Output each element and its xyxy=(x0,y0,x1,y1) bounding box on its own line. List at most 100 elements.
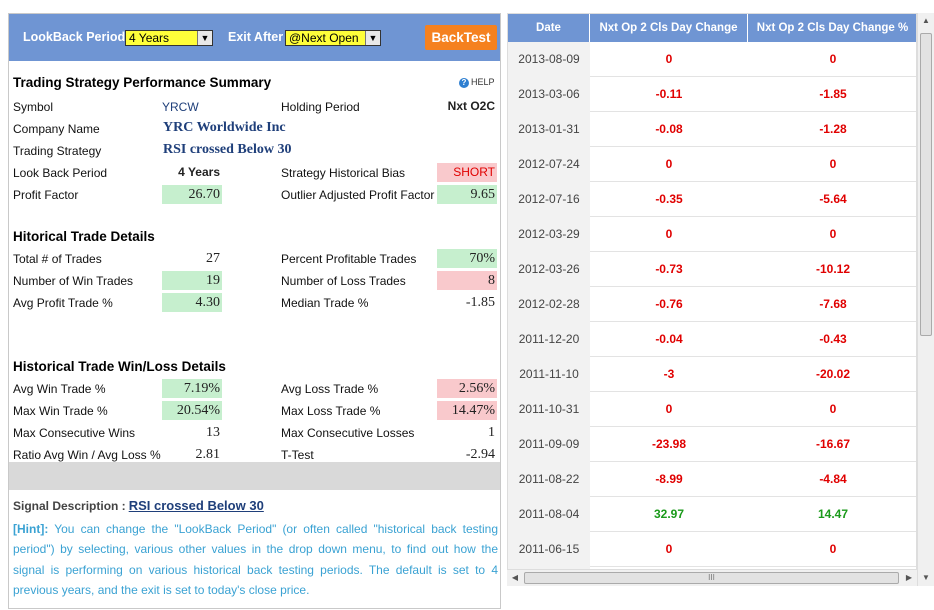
help-link[interactable]: ? HELP xyxy=(459,77,495,88)
cell-date: 2013-03-06 xyxy=(508,77,590,112)
pct-profitable-label: Percent Profitable Trades xyxy=(281,252,417,266)
cell-change-pct: 0 xyxy=(829,542,837,556)
cell-change-pct: -10.12 xyxy=(815,262,851,276)
profit-factor-value: 26.70 xyxy=(162,185,222,204)
exit-select[interactable]: @Next Open ▼ xyxy=(285,30,381,46)
hscroll-thumb[interactable]: III xyxy=(524,572,899,584)
pct-profitable-value: 70% xyxy=(437,249,497,268)
scroll-up-icon[interactable]: ▲ xyxy=(922,16,930,25)
cell-date: 2011-10-31 xyxy=(508,392,590,427)
cell-change-pct: -4.84 xyxy=(819,472,847,486)
outlier-pf-value: 9.65 xyxy=(437,185,497,204)
table-row: 2011-11-10 -3 -20.02 xyxy=(508,357,916,392)
table-row: 2013-08-09 0 0 xyxy=(508,42,916,77)
cell-change: -23.98 xyxy=(651,437,687,451)
backtest-button[interactable]: BackTest xyxy=(425,25,497,50)
cell-change-pct: 0 xyxy=(829,52,837,66)
cell-change-pct: -16.67 xyxy=(815,437,851,451)
strategy-value: RSI crossed Below 30 xyxy=(163,142,292,157)
table-row: 2012-02-28 -0.76 -7.68 xyxy=(508,287,916,322)
summary-title: Trading Strategy Performance Summary xyxy=(13,75,272,90)
cell-change-pct: -5.64 xyxy=(819,192,847,206)
cell-change: -0.73 xyxy=(655,262,683,276)
table-row: 2011-10-31 0 0 xyxy=(508,392,916,427)
cell-change: 32.97 xyxy=(653,507,685,521)
ttest-value: -2.94 xyxy=(465,447,495,462)
cell-change: 0 xyxy=(665,542,673,556)
table-row: 2011-08-04 32.97 14.47 xyxy=(508,497,916,532)
table-row: 2012-03-29 0 0 xyxy=(508,217,916,252)
bias-label: Strategy Historical Bias xyxy=(281,166,406,180)
chevron-down-icon[interactable]: ▼ xyxy=(365,31,380,45)
divider-bar xyxy=(9,462,500,490)
table-row: 2011-08-22 -8.99 -4.84 xyxy=(508,462,916,497)
loss-trades-label: Number of Loss Trades xyxy=(281,274,406,288)
signal-description: Signal Description : RSI crossed Below 30 xyxy=(13,498,264,513)
cell-change-pct: 14.47 xyxy=(817,507,849,521)
cell-change: -8.99 xyxy=(655,472,683,486)
cell-change: -0.35 xyxy=(655,192,683,206)
avg-loss-value: 2.56% xyxy=(437,379,497,398)
cell-change: -3 xyxy=(663,367,675,381)
cell-change: -0.08 xyxy=(655,122,683,136)
table-row: 2011-06-15 0 0 xyxy=(508,532,916,567)
cell-date: 2011-12-20 xyxy=(508,322,590,357)
consec-losses-label: Max Consecutive Losses xyxy=(281,426,415,440)
col-header-change-pct: Nxt Op 2 Cls Day Change % xyxy=(748,14,916,42)
exit-value: @Next Open xyxy=(289,31,359,45)
cell-date: 2012-03-26 xyxy=(508,252,590,287)
cell-date: 2012-07-16 xyxy=(508,182,590,217)
cell-change-pct: 0 xyxy=(829,402,837,416)
strategy-panel: LookBack Period 4 Years ▼ Exit After @Ne… xyxy=(8,13,501,609)
cell-change: 0 xyxy=(665,227,673,241)
max-win-label: Max Win Trade % xyxy=(13,404,108,418)
hint-text: [Hint]: You can change the "LookBack Per… xyxy=(13,519,498,600)
company-value: YRC Worldwide Inc xyxy=(163,120,286,135)
cell-date: 2012-03-29 xyxy=(508,217,590,252)
trades-table: Date Nxt Op 2 Cls Day Change Nxt Op 2 Cl… xyxy=(507,13,917,586)
table-row: 2012-07-16 -0.35 -5.64 xyxy=(508,182,916,217)
signal-link[interactable]: RSI crossed Below 30 xyxy=(128,498,264,513)
max-loss-value: 14.47% xyxy=(437,401,497,420)
symbol-value: YRCW xyxy=(162,100,199,114)
holding-value: Nxt O2C xyxy=(447,99,495,113)
cell-change-pct: -0.43 xyxy=(819,332,847,346)
horizontal-scrollbar[interactable]: ◀ III ▶ xyxy=(507,569,917,586)
scroll-down-icon[interactable]: ▼ xyxy=(922,573,930,582)
table-row: 2012-03-26 -0.73 -10.12 xyxy=(508,252,916,287)
consec-losses-value: 1 xyxy=(488,425,495,440)
table-row: 2011-09-09 -23.98 -16.67 xyxy=(508,427,916,462)
cell-change-pct: 0 xyxy=(829,227,837,241)
exit-label: Exit After xyxy=(228,30,284,44)
scroll-left-icon[interactable]: ◀ xyxy=(511,573,519,582)
total-trades-value: 27 xyxy=(206,251,220,266)
cell-date: 2011-09-09 xyxy=(508,427,590,462)
strategy-label: Trading Strategy xyxy=(13,144,102,158)
cell-date: 2011-08-04 xyxy=(508,497,590,532)
vertical-scrollbar[interactable]: ▲ ▼ xyxy=(917,13,934,586)
winloss-title: Historical Trade Win/Loss Details xyxy=(13,359,226,374)
lookback-select[interactable]: 4 Years ▼ xyxy=(125,30,213,46)
col-header-date: Date xyxy=(508,14,590,42)
hint-tag: [Hint]: xyxy=(13,522,49,536)
table-row: 2013-03-06 -0.11 -1.85 xyxy=(508,77,916,112)
outlier-pf-label: Outlier Adjusted Profit Factor xyxy=(281,188,435,202)
profit-factor-label: Profit Factor xyxy=(13,188,79,202)
cell-date: 2012-07-24 xyxy=(508,147,590,182)
cell-change-pct: -1.28 xyxy=(819,122,847,136)
cell-change: 0 xyxy=(665,402,673,416)
ratio-label: Ratio Avg Win / Avg Loss % xyxy=(13,448,161,462)
scroll-thumb[interactable] xyxy=(920,33,932,336)
cell-change-pct: -7.68 xyxy=(819,297,847,311)
avg-win-value: 7.19% xyxy=(162,379,222,398)
company-label: Company Name xyxy=(13,122,100,136)
max-win-value: 20.54% xyxy=(162,401,222,420)
symbol-label: Symbol xyxy=(13,100,54,114)
bias-value: SHORT xyxy=(437,163,497,182)
holding-label: Holding Period xyxy=(281,100,360,114)
scroll-right-icon[interactable]: ▶ xyxy=(905,573,913,582)
chevron-down-icon[interactable]: ▼ xyxy=(197,31,212,45)
cell-date: 2011-06-15 xyxy=(508,532,590,567)
help-label: HELP xyxy=(471,77,495,87)
cell-change-pct: 0 xyxy=(829,157,837,171)
